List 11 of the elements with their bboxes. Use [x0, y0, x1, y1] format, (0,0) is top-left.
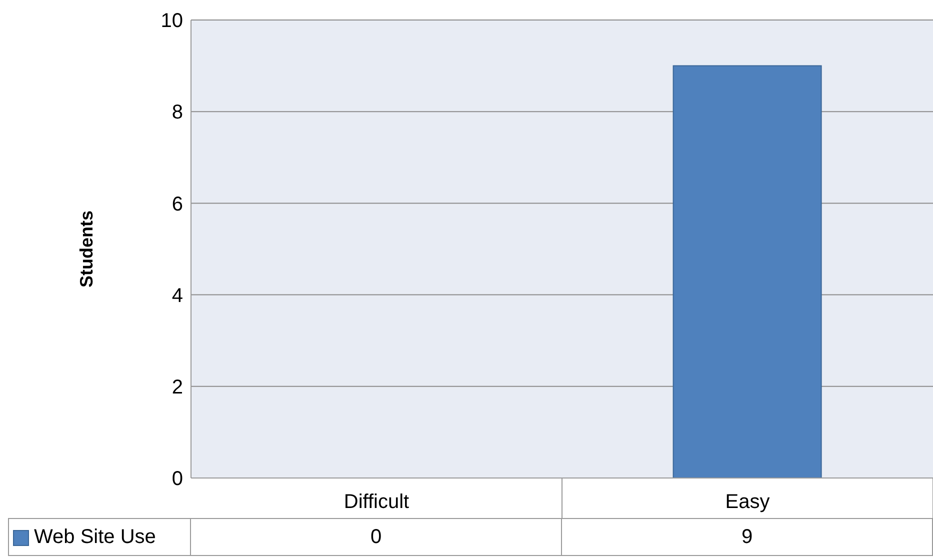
x-tick-label: Easy [725, 491, 770, 513]
y-tick-label: 0 [172, 468, 183, 490]
y-tick-label: 6 [172, 193, 183, 216]
y-tick-label: 4 [172, 284, 183, 307]
y-tick-label: 10 [160, 10, 183, 32]
data-label: 9 [562, 518, 933, 556]
y-tick-label: 8 [172, 102, 183, 124]
y-axis-title: Students [76, 210, 96, 288]
y-tick-label: 2 [172, 376, 183, 398]
legend-label: Web Site Use [34, 526, 156, 549]
x-tick-label: Difficult [344, 491, 410, 513]
